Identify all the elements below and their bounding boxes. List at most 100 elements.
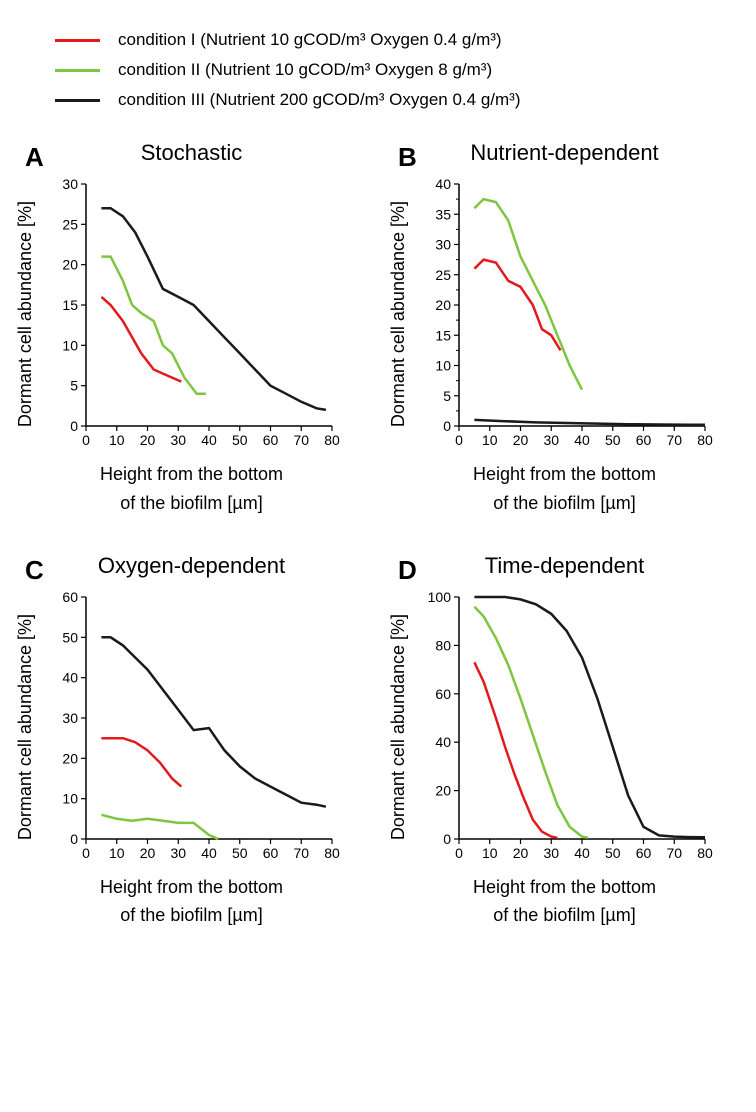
svg-text:20: 20 — [62, 750, 78, 766]
svg-text:80: 80 — [435, 637, 451, 653]
svg-text:30: 30 — [170, 845, 186, 861]
svg-text:50: 50 — [62, 629, 78, 645]
svg-text:10: 10 — [109, 845, 125, 861]
series-cond1 — [101, 738, 181, 786]
legend-label-cond2: condition II (Nutrient 10 gCOD/m³ Oxygen… — [118, 60, 492, 80]
svg-text:0: 0 — [455, 432, 463, 448]
panel-title-D: Time-dependent — [388, 553, 741, 579]
svg-text:0: 0 — [82, 845, 90, 861]
svg-text:5: 5 — [443, 388, 451, 404]
y-axis-label: Dormant cell abundance [%] — [15, 201, 36, 427]
svg-text:40: 40 — [62, 669, 78, 685]
svg-text:20: 20 — [62, 257, 78, 273]
svg-text:20: 20 — [140, 845, 156, 861]
svg-text:10: 10 — [62, 337, 78, 353]
svg-text:70: 70 — [293, 845, 309, 861]
svg-text:50: 50 — [232, 845, 248, 861]
series-cond1 — [101, 297, 181, 382]
svg-text:30: 30 — [543, 432, 559, 448]
series-cond1 — [474, 260, 560, 351]
svg-text:0: 0 — [70, 831, 78, 847]
svg-text:15: 15 — [62, 297, 78, 313]
y-axis-label: Dormant cell abundance [%] — [388, 614, 409, 840]
svg-text:10: 10 — [482, 845, 498, 861]
svg-text:10: 10 — [435, 358, 451, 374]
svg-text:80: 80 — [324, 432, 340, 448]
svg-text:0: 0 — [443, 831, 451, 847]
x-axis-label: Height from the bottomof the biofilm [µm… — [388, 873, 741, 931]
svg-text:60: 60 — [263, 432, 279, 448]
panel-C: C Oxygen-dependent Dormant cell abundanc… — [15, 553, 368, 931]
svg-text:0: 0 — [82, 432, 90, 448]
svg-text:60: 60 — [636, 845, 652, 861]
panel-title-A: Stochastic — [15, 140, 368, 166]
y-axis-label: Dormant cell abundance [%] — [388, 201, 409, 427]
svg-text:50: 50 — [605, 432, 621, 448]
panel-letter-D: D — [398, 555, 417, 586]
panel-title-C: Oxygen-dependent — [15, 553, 368, 579]
panel-letter-C: C — [25, 555, 44, 586]
svg-text:10: 10 — [62, 790, 78, 806]
svg-text:40: 40 — [574, 845, 590, 861]
legend-swatch-cond3 — [55, 99, 100, 102]
svg-text:70: 70 — [666, 432, 682, 448]
plot-D: 02040608010001020304050607080 — [413, 587, 713, 867]
svg-text:0: 0 — [455, 845, 463, 861]
panel-D: D Time-dependent Dormant cell abundance … — [388, 553, 741, 931]
svg-text:10: 10 — [109, 432, 125, 448]
svg-text:60: 60 — [263, 845, 279, 861]
panel-letter-A: A — [25, 142, 44, 173]
svg-text:5: 5 — [70, 378, 78, 394]
panel-B: B Nutrient-dependent Dormant cell abunda… — [388, 140, 741, 518]
svg-text:60: 60 — [435, 685, 451, 701]
svg-text:80: 80 — [697, 845, 713, 861]
svg-text:20: 20 — [435, 782, 451, 798]
svg-text:10: 10 — [482, 432, 498, 448]
svg-text:0: 0 — [70, 418, 78, 434]
plot-A: 05101520253001020304050607080 — [40, 174, 340, 454]
x-axis-label: Height from the bottomof the biofilm [µm… — [15, 873, 368, 931]
panel-grid: A Stochastic Dormant cell abundance [%] … — [15, 140, 741, 930]
svg-text:50: 50 — [605, 845, 621, 861]
series-cond2 — [474, 199, 582, 390]
x-axis-label: Height from the bottomof the biofilm [µm… — [15, 460, 368, 518]
svg-text:40: 40 — [435, 734, 451, 750]
svg-text:80: 80 — [324, 845, 340, 861]
panel-A: A Stochastic Dormant cell abundance [%] … — [15, 140, 368, 518]
plot-B: 051015202530354001020304050607080 — [413, 174, 713, 454]
svg-text:30: 30 — [62, 710, 78, 726]
plot-C: 0 10 20 30 40 50 60 0 10 20 30 40 50 60 70 80 — [40, 587, 340, 867]
svg-text:50: 50 — [232, 432, 248, 448]
svg-text:40: 40 — [201, 845, 217, 861]
legend-item-cond3: condition III (Nutrient 200 gCOD/m³ Oxyg… — [55, 90, 741, 110]
legend: condition I (Nutrient 10 gCOD/m³ Oxygen … — [55, 30, 741, 110]
svg-text:60: 60 — [62, 589, 78, 605]
legend-label-cond3: condition III (Nutrient 200 gCOD/m³ Oxyg… — [118, 90, 521, 110]
svg-text:20: 20 — [435, 297, 451, 313]
svg-text:60: 60 — [636, 432, 652, 448]
series-cond2 — [101, 257, 205, 394]
series-cond3 — [101, 637, 326, 806]
series-cond2 — [474, 606, 588, 837]
y-axis-label: Dormant cell abundance [%] — [15, 614, 36, 840]
svg-text:30: 30 — [435, 237, 451, 253]
series-cond2 — [101, 814, 218, 838]
legend-label-cond1: condition I (Nutrient 10 gCOD/m³ Oxygen … — [118, 30, 502, 50]
series-cond3 — [474, 420, 705, 425]
svg-text:80: 80 — [697, 432, 713, 448]
series-cond3 — [474, 597, 705, 837]
svg-text:35: 35 — [435, 206, 451, 222]
svg-text:30: 30 — [543, 845, 559, 861]
svg-text:100: 100 — [428, 589, 452, 605]
svg-text:40: 40 — [574, 432, 590, 448]
svg-text:30: 30 — [62, 176, 78, 192]
legend-item-cond1: condition I (Nutrient 10 gCOD/m³ Oxygen … — [55, 30, 741, 50]
svg-text:15: 15 — [435, 327, 451, 343]
svg-text:25: 25 — [435, 267, 451, 283]
svg-text:40: 40 — [201, 432, 217, 448]
svg-text:30: 30 — [170, 432, 186, 448]
svg-text:40: 40 — [435, 176, 451, 192]
x-axis-label: Height from the bottomof the biofilm [µm… — [388, 460, 741, 518]
legend-item-cond2: condition II (Nutrient 10 gCOD/m³ Oxygen… — [55, 60, 741, 80]
svg-text:70: 70 — [666, 845, 682, 861]
